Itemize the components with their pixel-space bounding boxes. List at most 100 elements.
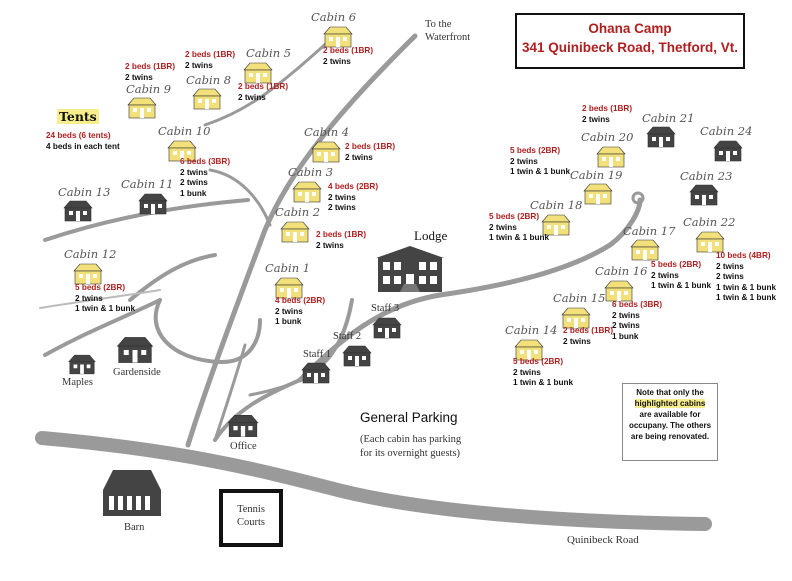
- cabin-10-info: 6 beds (3BR) 2 twins 2 twins 1 bunk: [180, 157, 230, 199]
- camp-address: 341 Quinibeck Road, Thetford, Vt.: [521, 40, 739, 55]
- staff2-icon[interactable]: [341, 345, 373, 372]
- cabin-17-icon[interactable]: [629, 239, 661, 266]
- cabin-16-label: Cabin 16: [595, 264, 648, 278]
- cabin-1-icon[interactable]: [273, 277, 305, 304]
- cabin-21-label: Cabin 21: [642, 111, 695, 125]
- parking-note: (Each cabin has parking for its overnigh…: [360, 433, 461, 461]
- cabin-6-label: Cabin 6: [311, 10, 357, 24]
- barn-label: Barn: [124, 522, 145, 533]
- cabin-10-icon[interactable]: [166, 140, 198, 167]
- barn-icon[interactable]: [99, 466, 165, 518]
- cabin-19-label: Cabin 19: [570, 168, 623, 182]
- maples-label: Maples: [62, 377, 93, 388]
- parking-title: General Parking: [360, 410, 458, 425]
- cabin-8-label: Cabin 8: [186, 73, 232, 87]
- office-label: Office: [230, 441, 257, 452]
- cabin-5-icon[interactable]: [242, 62, 274, 89]
- cabin-2-icon[interactable]: [279, 221, 311, 248]
- cabin-6-bed-line: 2 twins: [323, 56, 351, 66]
- note-line3: are available for: [639, 410, 701, 419]
- cabin-14-info: 5 beds (2BR) 2 twins 1 twin & 1 bunk: [513, 357, 573, 389]
- availability-note: Note that only the highlighted cabins ar…: [622, 383, 718, 461]
- staff1-icon[interactable]: [300, 362, 332, 389]
- waterfront-label: To the Waterfront: [425, 18, 470, 44]
- cabin-22-capacity: 10 beds (4BR): [716, 251, 771, 260]
- cabin-10-bed-line: 1 bunk: [180, 188, 207, 198]
- cabin-12-label: Cabin 12: [64, 247, 117, 261]
- cabin-24-label: Cabin 24: [700, 124, 753, 138]
- cabin-3-bed-line: 2 twins: [328, 203, 356, 213]
- cabin-19-bed-line: 2 twins: [510, 156, 538, 166]
- gardenside-icon[interactable]: [115, 336, 155, 369]
- cabin-18-bed-line: 2 twins: [489, 222, 517, 232]
- office-icon[interactable]: [226, 414, 260, 443]
- cabin-20-bed-line: 2 twins: [582, 114, 610, 124]
- tennis-courts[interactable]: Tennis Courts: [219, 489, 283, 547]
- cabin-6-icon[interactable]: [322, 26, 354, 53]
- cabin-20-icon[interactable]: [595, 146, 627, 173]
- cabin-14-bed-line: 1 twin & 1 bunk: [513, 378, 574, 388]
- cabin-17-label: Cabin 17: [623, 224, 676, 238]
- cabin-22-bed-line: 1 twin & 1 bunk: [716, 293, 777, 303]
- cabin-5-bed-line: 2 twins: [238, 92, 266, 102]
- cabin-18-icon[interactable]: [540, 214, 572, 241]
- cabin-19-icon[interactable]: [582, 183, 614, 210]
- cabin-18-capacity: 5 beds (2BR): [489, 212, 540, 221]
- cabin-16-capacity: 6 beds (3BR): [612, 300, 663, 309]
- cabin-9-bed-line: 2 twins: [125, 72, 153, 82]
- cabin-1-bed-line: 2 twins: [275, 306, 303, 316]
- cabin-4-bed-line: 2 twins: [345, 152, 373, 162]
- staff1-label: Staff 1: [303, 349, 332, 360]
- cabin-8-icon[interactable]: [191, 88, 223, 115]
- cabin-6-info: 2 beds (1BR) 2 twins: [323, 46, 373, 67]
- cabin-11-icon[interactable]: [137, 193, 169, 220]
- cabin-2-label: Cabin 2: [275, 205, 321, 219]
- cabin-12-info: 5 beds (2BR) 2 twins 1 twin & 1 bunk: [75, 283, 135, 315]
- gardenside-label: Gardenside: [113, 367, 161, 378]
- cabin-23-label: Cabin 23: [680, 169, 733, 183]
- cabin-23-icon[interactable]: [688, 184, 720, 211]
- cabin-20-capacity: 2 beds (1BR): [582, 104, 633, 113]
- road-gardenside-loop: [153, 298, 262, 365]
- cabin-9-icon[interactable]: [126, 97, 158, 124]
- path-south: [213, 343, 247, 442]
- cabin-2-bed-line: 2 twins: [316, 240, 344, 250]
- cabin-3-icon[interactable]: [291, 181, 323, 208]
- cabin-24-icon[interactable]: [712, 140, 744, 167]
- waterfront-line2: Waterfront: [425, 32, 471, 43]
- cabin-1-bed-line: 1 bunk: [275, 317, 302, 327]
- title-box: Ohana Camp 341 Quinibeck Road, Thetford,…: [515, 13, 745, 69]
- maples-icon[interactable]: [67, 354, 97, 380]
- cabin-2-capacity: 2 beds (1BR): [316, 230, 367, 239]
- cabin-16-icon[interactable]: [603, 280, 635, 307]
- cabin-9-label: Cabin 9: [126, 82, 172, 96]
- cabin-4-icon[interactable]: [310, 141, 342, 168]
- cabin-22-bed-line: 2 twins: [716, 272, 744, 282]
- cabin-15-bed-line: 2 twins: [563, 336, 591, 346]
- cabin-13-icon[interactable]: [62, 200, 94, 227]
- cabin-18-info: 5 beds (2BR) 2 twins 1 twin & 1 bunk: [489, 212, 549, 244]
- note-line5: are being renovated.: [630, 432, 710, 441]
- parking-note-line2: for its overnight guests): [360, 448, 461, 459]
- cabin-19-info: 5 beds (2BR) 2 twins 1 twin & 1 bunk: [510, 146, 570, 178]
- road-maples: [43, 298, 162, 357]
- cabin-12-icon[interactable]: [72, 263, 104, 290]
- cabin-2-info: 2 beds (1BR) 2 twins: [316, 230, 366, 251]
- waterfront-line1: To the: [425, 19, 452, 30]
- lodge-icon[interactable]: [372, 244, 448, 294]
- cabin-4-label: Cabin 4: [304, 125, 350, 139]
- cabin-22-bed-line: 1 twin & 1 bunk: [716, 282, 777, 292]
- note-highlight: highlighted cabins: [634, 399, 706, 408]
- cabin-14-capacity: 5 beds (2BR): [513, 357, 564, 366]
- lodge-label: Lodge: [414, 228, 448, 243]
- cabin-14-icon[interactable]: [513, 339, 545, 366]
- staff3-icon[interactable]: [371, 317, 403, 344]
- road-east-turnaround: [631, 191, 645, 205]
- cabin-16-bed-line: 1 bunk: [612, 331, 639, 341]
- cabin-19-bed-line: 1 twin & 1 bunk: [510, 167, 571, 177]
- cabin-15-icon[interactable]: [560, 307, 592, 334]
- cabin-22-icon[interactable]: [694, 231, 726, 258]
- cabin-21-icon[interactable]: [645, 126, 677, 153]
- cabin-8-bed-line: 2 twins: [185, 60, 213, 70]
